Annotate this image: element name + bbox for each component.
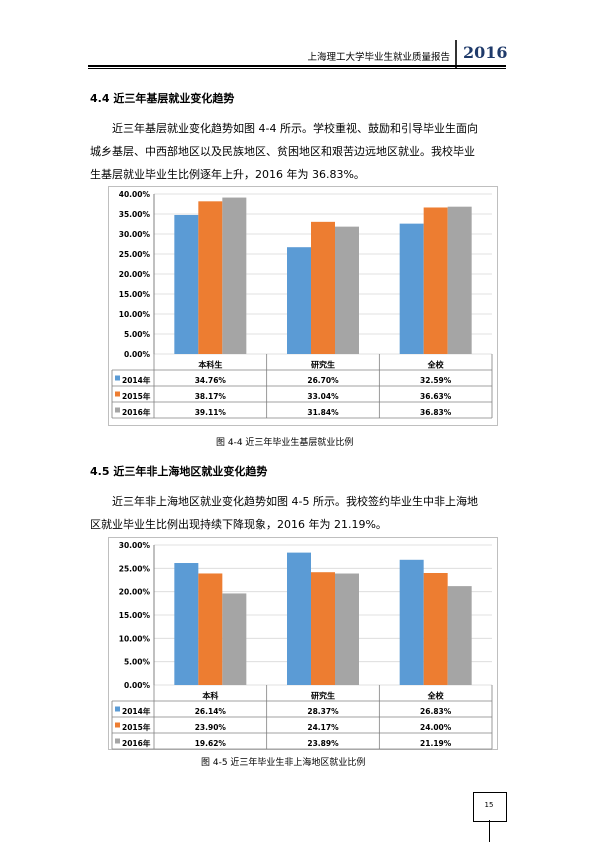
bar [335,226,359,354]
bar [423,573,448,685]
paragraph-line: 城乡基层、中西部地区以及民族地区、贫困地区和艰苦边远地区就业。我校毕业 [90,145,475,158]
legend-swatch [115,375,120,381]
bar [222,593,247,685]
data-label: 19.62% [195,739,227,748]
data-label: 36.63% [420,392,452,401]
legend-entry: 2016年 [122,407,151,417]
bar [287,552,311,685]
data-label: 38.17% [195,392,227,401]
category-label: 全校 [427,360,445,370]
y-tick-label: 20.00% [119,270,151,279]
y-tick-label: 10.00% [119,634,151,643]
bar [311,572,335,685]
bar [399,559,424,685]
bar [174,563,199,685]
bar [311,221,335,354]
bar [447,586,472,685]
legend-swatch [115,706,120,712]
section-heading-4-4: 4.4 近三年基层就业变化趋势 [90,92,235,105]
y-tick-label: 35.00% [119,210,151,219]
y-tick-label: 15.00% [119,290,151,299]
category-label: 本科 [201,691,218,701]
data-label: 24.17% [307,723,339,732]
data-label: 26.14% [195,707,227,716]
legend-entry: 2015年 [122,722,151,732]
legend-swatch [115,391,120,397]
y-tick-label: 5.00% [124,330,151,339]
data-label: 26.83% [420,707,452,716]
bar [174,214,199,354]
data-label: 26.70% [307,376,339,385]
bar [198,201,223,354]
section-heading-4-5: 4.5 近三年非上海地区就业变化趋势 [90,465,268,478]
section-4-4-paragraph: 近三年基层就业变化趋势如图 4-4 所示。学校重视、鼓励和引导毕业生面向 城乡基… [90,117,508,186]
bar [399,223,424,354]
legend-swatch [115,722,120,728]
chart-4-5: 0.00% 5.00% 10.00% 15.00% 20.00% 25.00% 30.00%… [108,537,498,750]
figure-caption-4-4: 图 4-4 近三年毕业生基层就业比例 [216,438,354,448]
page-number-box [473,792,507,822]
y-tick-label: 20.00% [119,588,151,597]
figure-caption-4-5: 图 4-5 近三年毕业生非上海地区就业比例 [201,758,366,768]
paragraph-line: 区就业毕业生比例出现持续下降现象，2016 年为 21.19%。 [90,518,387,531]
category-label: 本科生 [197,360,222,370]
chart-4-4: 0.00% 5.00% 10.00% 15.00% 20.00% 25.00% 30.00%… [108,186,498,426]
data-label: 31.84% [307,408,339,417]
data-label: 32.59% [420,376,452,385]
data-label: 23.90% [195,723,227,732]
paragraph-line: 生基层就业毕业生比例逐年上升，2016 年为 36.83%。 [90,168,365,181]
y-tick-label: 40.00% [119,190,151,199]
section-4-5-paragraph: 近三年非上海地区就业变化趋势如图 4-5 所示。我校签约毕业生中非上海地 区就业… [90,490,508,536]
data-label: 24.00% [420,723,452,732]
bar [222,197,247,354]
data-label: 23.89% [307,739,339,748]
legend-swatch [115,407,120,413]
legend-entry: 2014年 [122,706,151,716]
bar [198,573,223,685]
header-separator [455,40,457,68]
legend-entry: 2015年 [122,391,151,401]
bar [423,207,448,354]
running-header-year: 2016 [463,43,508,62]
paragraph-line: 近三年基层就业变化趋势如图 4-4 所示。学校重视、鼓励和引导毕业生面向 [112,122,478,135]
y-tick-label: 30.00% [119,230,151,239]
legend-entry: 2016年 [122,738,151,748]
data-label: 36.83% [420,408,452,417]
y-tick-label: 25.00% [119,250,151,259]
y-tick-label: 10.00% [119,310,151,319]
bar [335,573,359,685]
data-label: 21.19% [420,739,452,748]
data-label: 34.76% [195,376,227,385]
data-label: 33.04% [307,392,339,401]
y-tick-label: 0.00% [124,681,151,690]
legend-swatch [115,738,120,744]
bar [447,206,472,354]
header-rule [88,65,506,67]
data-label: 39.11% [195,408,227,417]
category-label: 研究生 [311,360,335,370]
paragraph-line: 近三年非上海地区就业变化趋势如图 4-5 所示。我校签约毕业生中非上海地 [112,495,478,508]
y-tick-label: 30.00% [119,541,151,550]
legend-entry: 2014年 [122,375,151,385]
y-tick-label: 5.00% [124,658,151,667]
y-tick-label: 0.00% [124,350,151,359]
data-label: 28.37% [307,707,339,716]
category-label: 研究生 [311,691,335,701]
header-rule-thin [88,68,506,69]
y-tick-label: 15.00% [119,611,151,620]
page-number-tick [489,820,490,842]
bar [287,247,311,354]
y-tick-label: 25.00% [119,564,151,573]
page-number: 15 [484,801,494,809]
category-label: 全校 [427,691,445,701]
running-header-title: 上海理工大学毕业生就业质量报告 [307,52,450,63]
